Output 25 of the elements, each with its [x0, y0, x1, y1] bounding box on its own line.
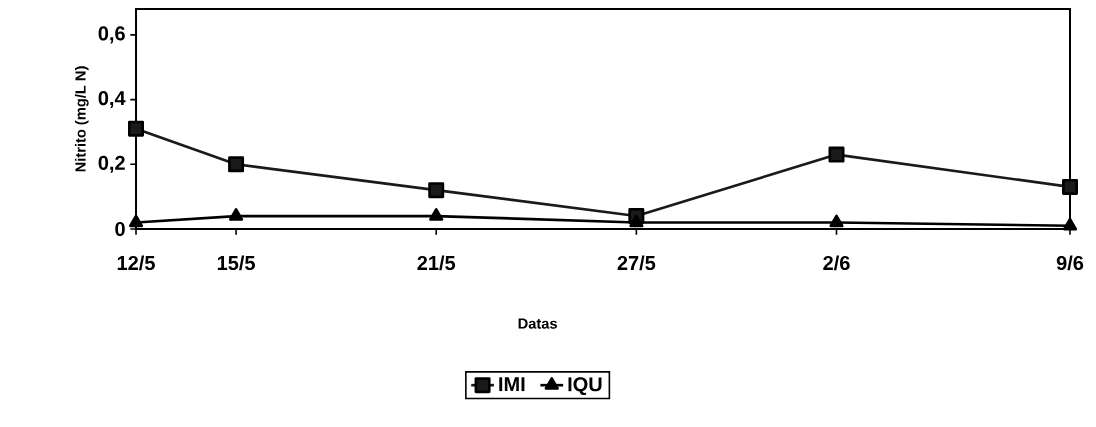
point	[128, 214, 144, 228]
legend-label: IMI	[499, 377, 525, 392]
point	[228, 156, 245, 173]
x-tick-label: 12/5	[117, 255, 155, 271]
x-tick-label: 2/6	[823, 255, 850, 271]
x-axis-title: Datas	[518, 318, 557, 329]
x-tick-label: 21/5	[417, 255, 456, 271]
x-tick-label: 9/6	[1056, 255, 1084, 271]
point	[1062, 217, 1078, 231]
point	[828, 146, 845, 163]
y-tick-label: 0	[115, 221, 125, 237]
y-axis-title: Nitrito (mg/L N)	[74, 66, 89, 172]
point	[829, 214, 844, 228]
point	[428, 182, 445, 199]
point	[629, 214, 644, 228]
y-tick-label: 0,6	[98, 26, 125, 44]
point	[1061, 178, 1078, 195]
y-tick-label: 0,4	[98, 91, 126, 109]
legend-label: IQU	[568, 377, 602, 396]
point	[228, 208, 244, 221]
y-tick-label: 0,2	[98, 155, 125, 173]
point	[128, 120, 145, 137]
x-tick-label: 15/5	[217, 255, 255, 271]
x-tick-label: 27/5	[617, 255, 656, 271]
point	[429, 208, 444, 221]
